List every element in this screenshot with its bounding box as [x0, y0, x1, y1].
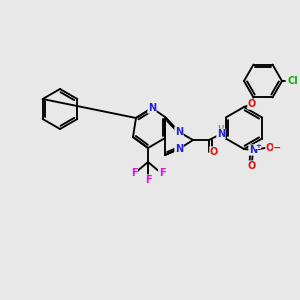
Text: N: N [249, 145, 257, 155]
Text: N: N [175, 144, 183, 154]
Text: −: − [273, 143, 281, 153]
Text: O: O [210, 147, 218, 157]
Text: N: N [148, 103, 156, 113]
Text: H: H [218, 124, 224, 134]
Text: O: O [266, 143, 274, 153]
Text: F: F [145, 175, 151, 185]
Text: +: + [255, 143, 261, 149]
Text: O: O [248, 99, 256, 109]
Text: N: N [175, 127, 183, 137]
Text: O: O [248, 161, 256, 171]
Text: F: F [131, 168, 137, 178]
Text: N: N [217, 129, 225, 139]
Text: F: F [159, 168, 165, 178]
Text: Cl: Cl [288, 76, 298, 86]
